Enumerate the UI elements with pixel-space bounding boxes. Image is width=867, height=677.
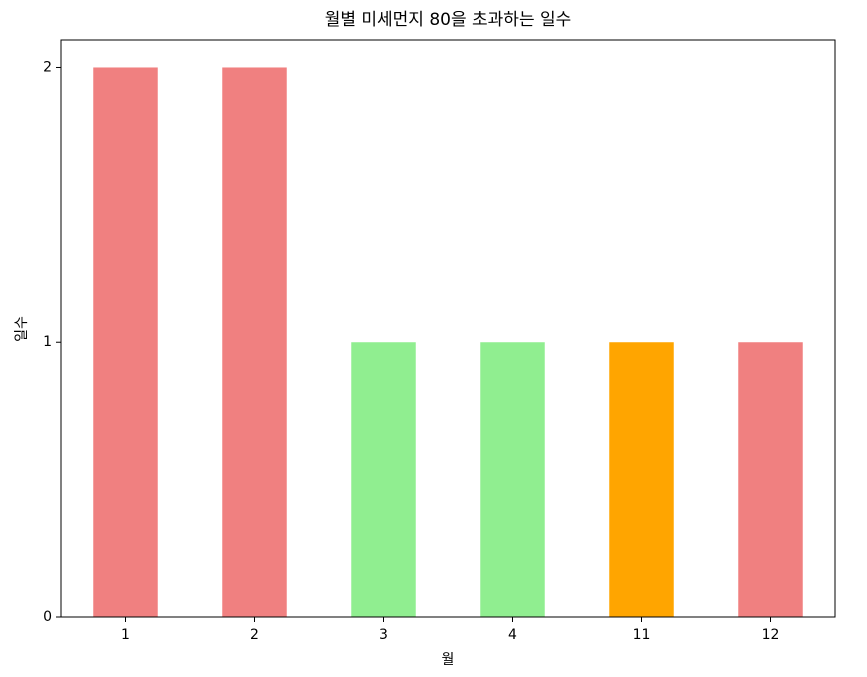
- x-tick-label: 3: [379, 627, 388, 643]
- y-tick-label: 2: [43, 59, 52, 75]
- x-tick-label: 4: [508, 627, 517, 643]
- bar: [609, 342, 674, 617]
- plot-frame: [60, 39, 836, 618]
- x-tick-label: 12: [762, 627, 780, 643]
- bar: [738, 342, 803, 617]
- chart-title: 월별 미세먼지 80을 초과하는 일수: [325, 10, 572, 30]
- y-tick-label: 1: [43, 334, 52, 350]
- x-tick-label: 2: [250, 627, 259, 643]
- y-tick-label: 0: [43, 609, 52, 625]
- bar: [222, 67, 287, 617]
- bar: [351, 342, 416, 617]
- y-axis-label: 일수: [14, 316, 30, 342]
- x-tick-label: 11: [633, 627, 651, 643]
- bar: [480, 342, 545, 617]
- x-tick-label: 1: [121, 627, 130, 643]
- x-axis-label: 월: [442, 652, 455, 668]
- bar: [93, 67, 158, 617]
